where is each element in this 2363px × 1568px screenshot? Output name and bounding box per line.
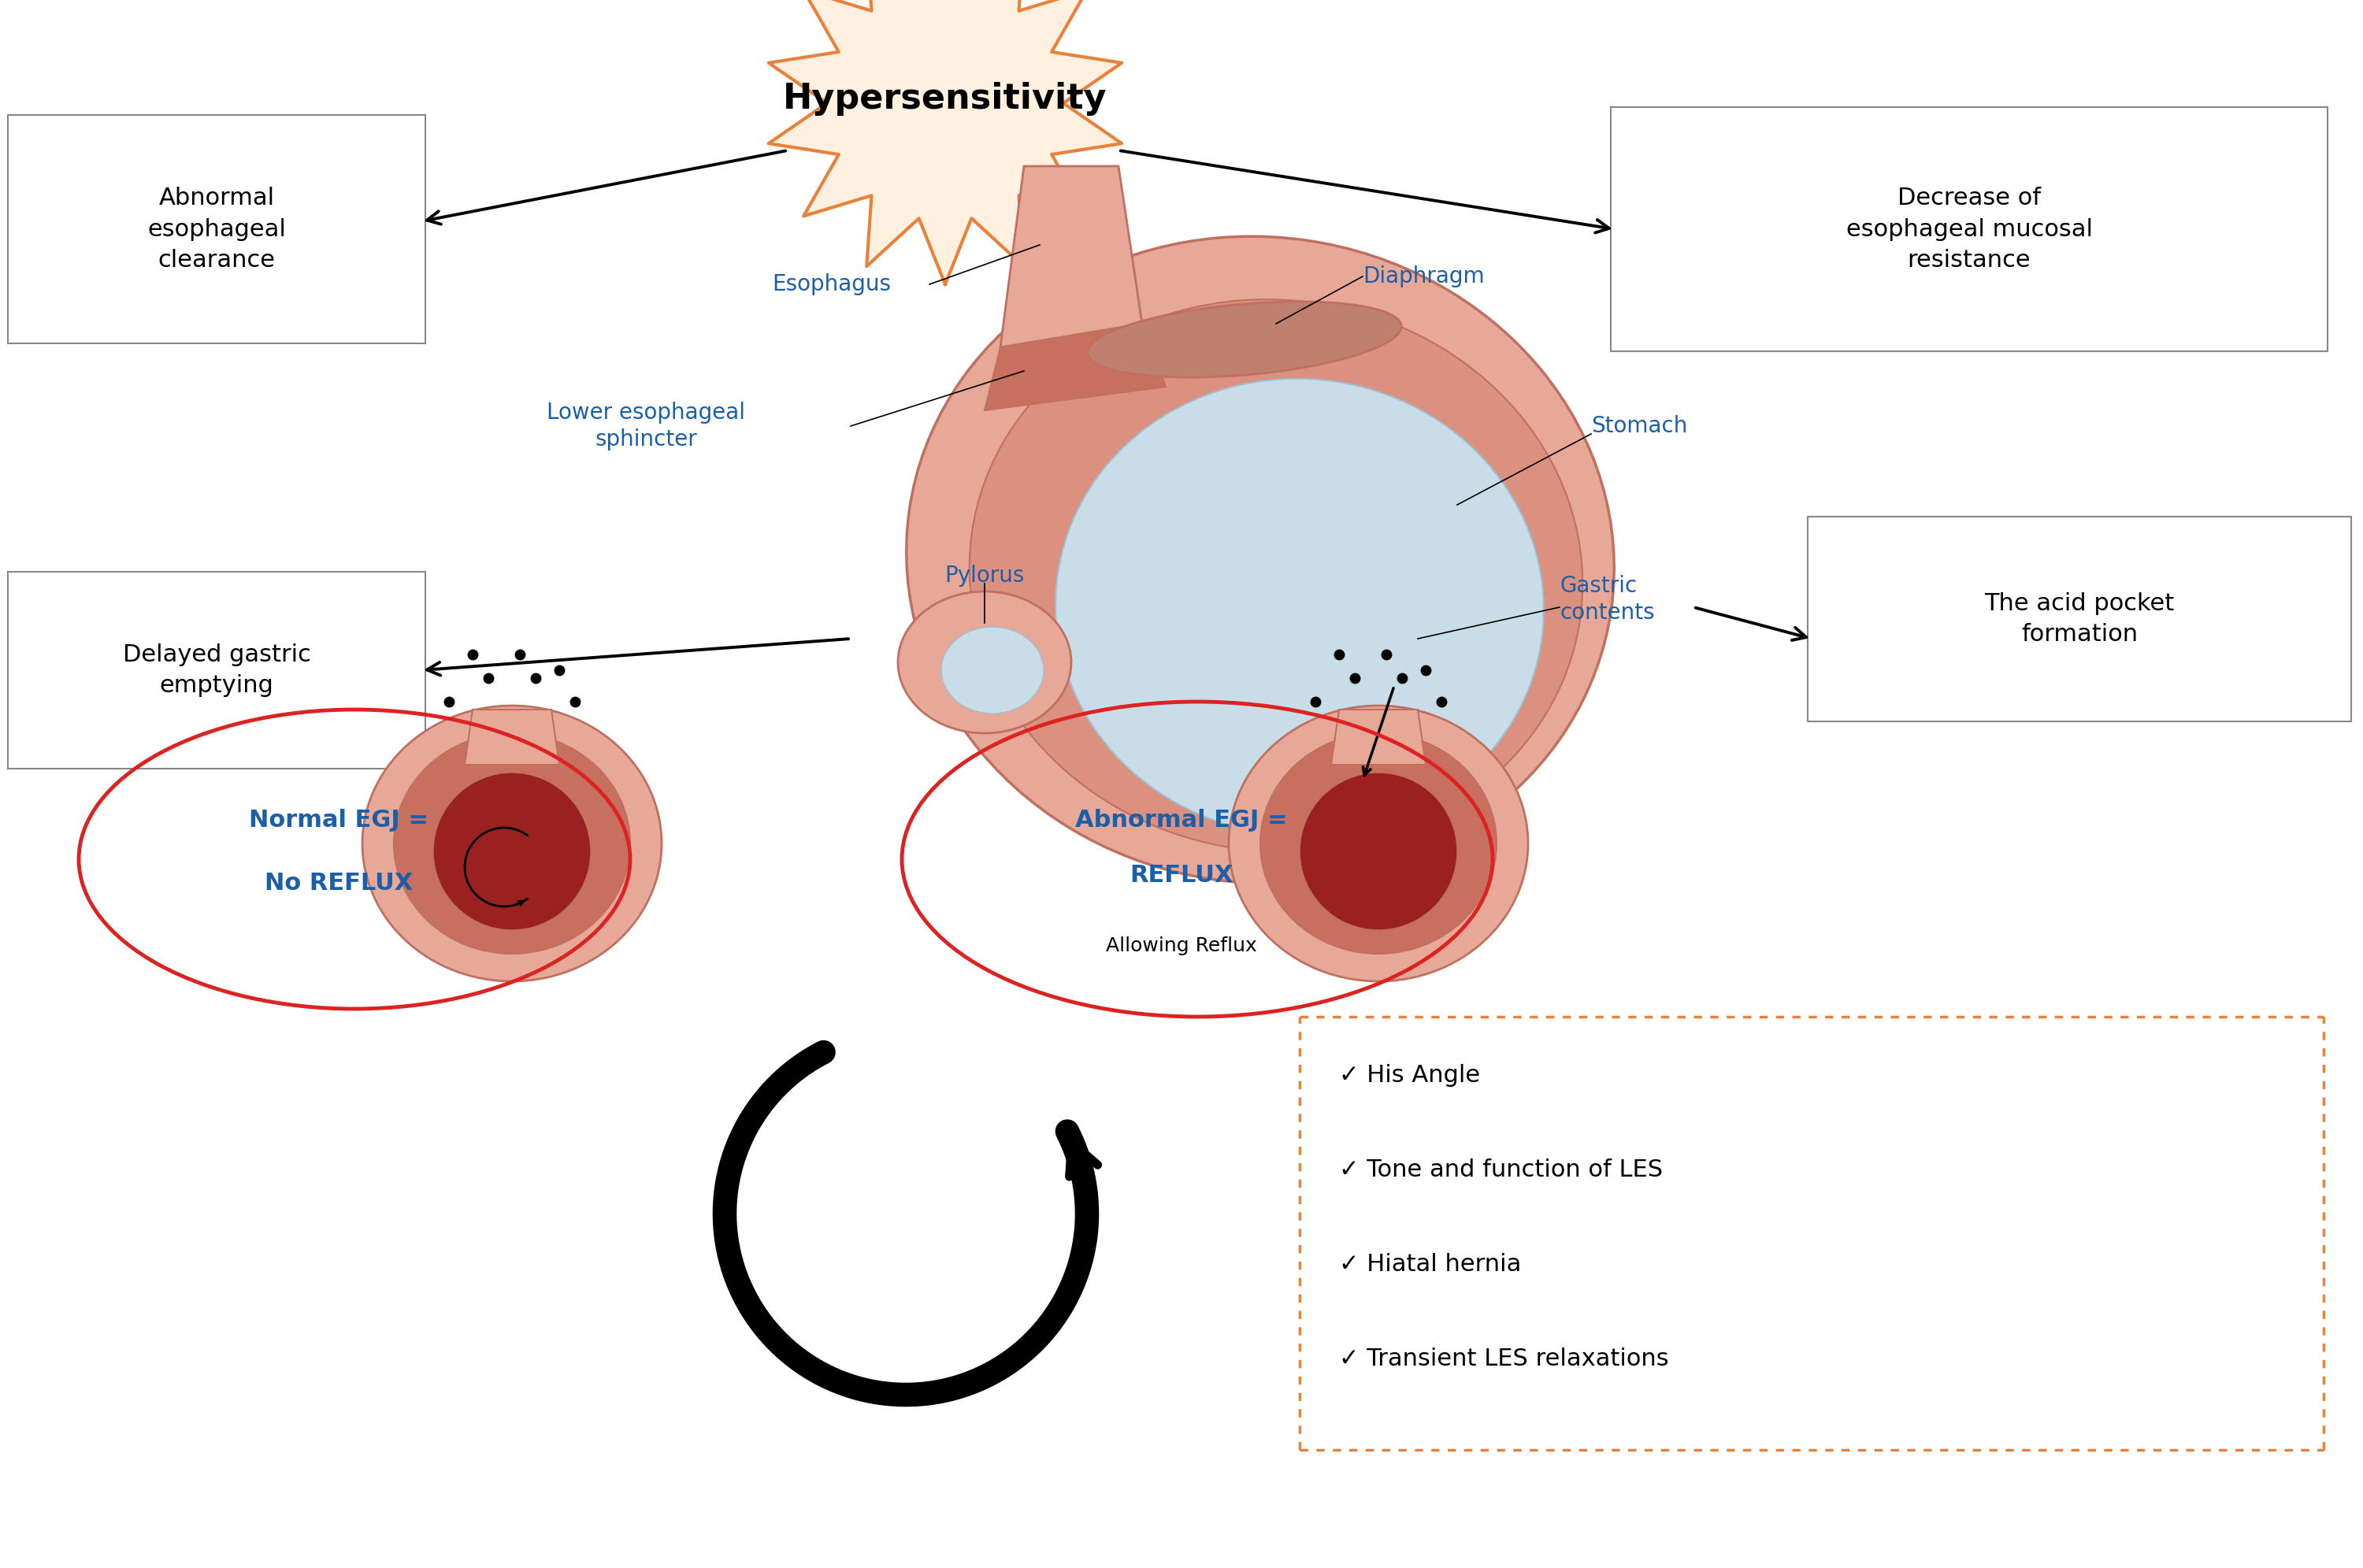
Text: Pylorus: Pylorus (945, 564, 1026, 586)
Text: Lower esophageal
sphincter: Lower esophageal sphincter (546, 401, 744, 450)
FancyBboxPatch shape (1808, 516, 2351, 721)
Text: Normal EGJ =: Normal EGJ = (248, 809, 428, 831)
Text: Delayed gastric
emptying: Delayed gastric emptying (123, 643, 310, 698)
Ellipse shape (907, 237, 1614, 883)
Text: Decrease of
esophageal mucosal
resistance: Decrease of esophageal mucosal resistanc… (1846, 187, 2094, 271)
Text: ✓ Transient LES relaxations: ✓ Transient LES relaxations (1340, 1348, 1668, 1370)
Text: Abnormal
esophageal
clearance: Abnormal esophageal clearance (147, 187, 286, 271)
Text: Diaphragm: Diaphragm (1363, 265, 1484, 287)
Ellipse shape (940, 627, 1044, 713)
Text: The acid pocket
formation: The acid pocket formation (1985, 593, 2174, 646)
Ellipse shape (432, 773, 591, 930)
Text: Abnormal EGJ =: Abnormal EGJ = (1075, 809, 1288, 831)
Text: ✓ Hiatal hernia: ✓ Hiatal hernia (1340, 1253, 1522, 1276)
FancyBboxPatch shape (7, 114, 425, 343)
FancyBboxPatch shape (1612, 107, 2328, 351)
Text: Hypersensitivity: Hypersensitivity (782, 82, 1108, 116)
Ellipse shape (1056, 379, 1543, 836)
Text: REFLUX: REFLUX (1130, 864, 1233, 886)
FancyBboxPatch shape (7, 572, 425, 768)
Polygon shape (768, 0, 1122, 284)
Text: ✓ His Angle: ✓ His Angle (1340, 1065, 1479, 1087)
Polygon shape (985, 323, 1165, 411)
Ellipse shape (1259, 734, 1496, 953)
Ellipse shape (1229, 706, 1529, 982)
Ellipse shape (362, 706, 662, 982)
Text: Stomach: Stomach (1590, 416, 1687, 437)
Text: ✓ Tone and function of LES: ✓ Tone and function of LES (1340, 1159, 1664, 1182)
Ellipse shape (1087, 301, 1401, 378)
Ellipse shape (969, 299, 1583, 851)
Ellipse shape (1300, 773, 1458, 930)
Ellipse shape (395, 734, 631, 953)
Ellipse shape (898, 591, 1070, 734)
Polygon shape (466, 710, 560, 765)
Text: Gastric
contents: Gastric contents (1560, 574, 1654, 624)
Text: Allowing Reflux: Allowing Reflux (1106, 936, 1257, 955)
Polygon shape (1330, 710, 1425, 765)
Text: No REFLUX: No REFLUX (265, 872, 414, 894)
Polygon shape (1000, 166, 1141, 347)
Text: Esophagus: Esophagus (773, 273, 891, 295)
